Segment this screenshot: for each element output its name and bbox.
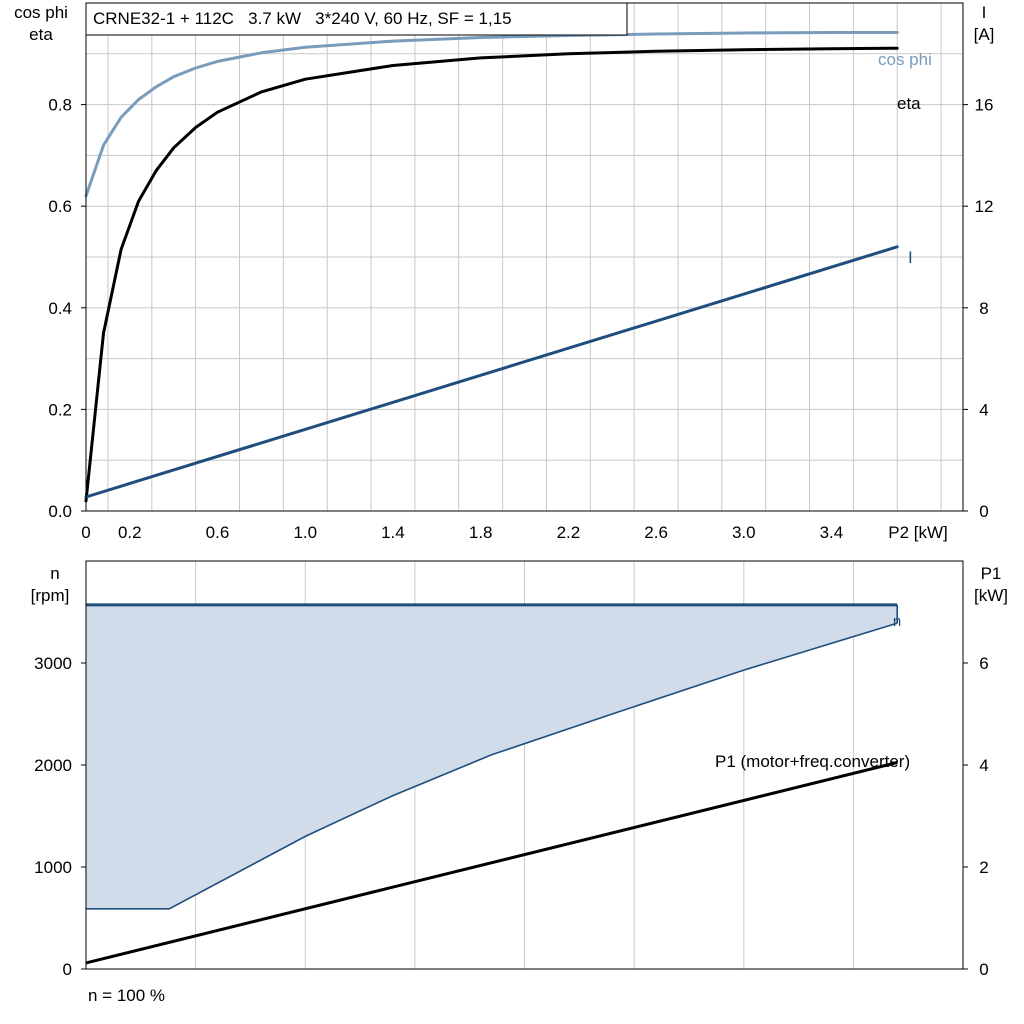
top-right-tick-label: 8 <box>979 299 988 318</box>
top-left-axis-label-line2: eta <box>29 25 53 44</box>
cos-phi-series-label: cos phi <box>878 50 932 69</box>
eta-series-label: eta <box>897 94 921 113</box>
speed-operating-band <box>86 604 898 909</box>
top-series <box>84 31 899 503</box>
top-x-tick-labels: 0 0.2 0.6 1.0 1.4 1.8 2.2 2.6 3.0 3.4 <box>81 523 843 542</box>
bottom-right-tick-label: 0 <box>979 960 988 979</box>
cos-phi-line <box>84 31 899 198</box>
top-left-tick-label: 0.2 <box>48 400 72 419</box>
speed-min-line <box>86 622 898 910</box>
top-right-tick-labels: 0 4 8 12 16 <box>963 96 993 521</box>
top-x-tick-label: 2.2 <box>557 523 581 542</box>
top-left-tick-labels: 0.0 0.2 0.4 0.6 0.8 <box>48 96 86 521</box>
top-left-tick-label: 0.8 <box>48 96 72 115</box>
speed-footnote: n = 100 % <box>88 986 165 1005</box>
top-x-tick-label: 1.4 <box>381 523 405 542</box>
top-x-tick-label: 0.6 <box>206 523 230 542</box>
top-right-tick-label: 4 <box>979 400 988 419</box>
top-right-axis-label-line1: I <box>982 3 987 22</box>
top-right-tick-label: 12 <box>975 197 994 216</box>
top-x-axis-label: P2 [kW] <box>888 523 948 542</box>
bottom-left-tick-label: 0 <box>63 960 72 979</box>
bottom-left-axis-label-line2: [rpm] <box>31 586 70 605</box>
bottom-right-tick-label: 2 <box>979 858 988 877</box>
current-series-label: I <box>908 248 913 267</box>
top-left-tick-label: 0.6 <box>48 197 72 216</box>
top-x-tick-label: 3.0 <box>732 523 756 542</box>
chart-title: CRNE32-1 + 112C 3.7 kW 3*240 V, 60 Hz, S… <box>93 9 512 28</box>
top-right-axis-label-line2: [A] <box>974 25 995 44</box>
p1-series-label: P1 (motor+freq.converter) <box>715 752 910 771</box>
top-x-tick-label: 1.8 <box>469 523 493 542</box>
bottom-right-axis-label-line1: P1 <box>981 564 1002 583</box>
current-line <box>84 245 899 499</box>
top-x-tick-label: 0.2 <box>118 523 142 542</box>
bottom-left-tick-label: 1000 <box>34 858 72 877</box>
bottom-left-tick-labels: 0 1000 2000 3000 <box>34 654 86 979</box>
top-left-tick-label: 0.0 <box>48 502 72 521</box>
top-x-tick-label: 1.0 <box>293 523 317 542</box>
top-gridlines <box>86 3 963 511</box>
speed-series-label: n <box>893 613 901 630</box>
chart-title-box <box>85 2 628 36</box>
top-x-tick-label: 3.4 <box>820 523 844 542</box>
bottom-right-tick-label: 6 <box>979 654 988 673</box>
top-left-tick-label: 0.4 <box>48 299 72 318</box>
top-x-tick-label: 2.6 <box>644 523 668 542</box>
top-right-tick-label: 16 <box>975 96 994 115</box>
top-right-tick-label: 0 <box>979 502 988 521</box>
bottom-right-axis-label-line2: [kW] <box>974 586 1008 605</box>
p1-line <box>85 761 898 965</box>
top-x-tick-label: 0 <box>81 523 90 542</box>
bottom-right-tick-labels: 0 2 4 6 <box>963 654 989 979</box>
eta-line <box>84 46 899 503</box>
bottom-series <box>85 603 899 965</box>
bottom-left-tick-label: 3000 <box>34 654 72 673</box>
bottom-left-axis-label-line1: n <box>50 564 59 583</box>
bottom-left-tick-label: 2000 <box>34 756 72 775</box>
top-left-axis-label-line1: cos phi <box>14 3 68 22</box>
bottom-right-tick-label: 4 <box>979 756 988 775</box>
